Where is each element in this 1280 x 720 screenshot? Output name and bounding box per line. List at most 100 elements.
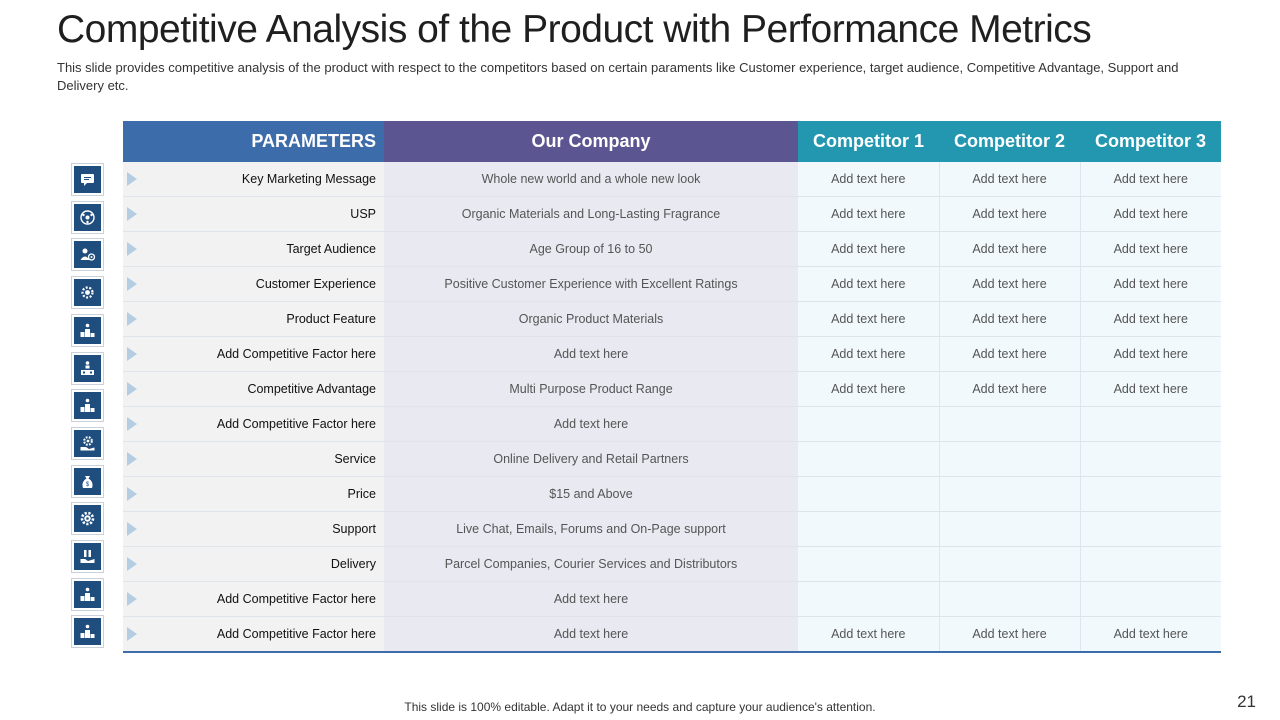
competitor-3-cell xyxy=(1080,441,1221,477)
parameter-cell-text: USP xyxy=(350,207,376,221)
competitor-1-cell xyxy=(798,511,940,547)
competitor-2-cell-text: Add text here xyxy=(972,207,1047,221)
row-arrow-icon xyxy=(127,557,137,571)
parameter-cell-text: Add Competitive Factor here xyxy=(216,347,376,361)
competitor-2-cell: Add text here xyxy=(939,231,1081,267)
competitor-1-cell xyxy=(798,546,940,582)
competitor-2-cell-text: Add text here xyxy=(972,242,1047,256)
parameter-cell-text: Add Competitive Factor here xyxy=(216,417,376,431)
our-company-cell-text: Add text here xyxy=(553,417,629,431)
our-company-cell-text: Organic Product Materials xyxy=(518,312,664,326)
competitor-3-cell-text: Add text here xyxy=(1113,312,1188,326)
competitor-2-cell xyxy=(939,476,1081,512)
competitor-2-cell xyxy=(939,511,1081,547)
chat-message-icon xyxy=(74,166,101,193)
our-company-cell-text: Add text here xyxy=(553,347,629,361)
competitor-1-cell: Add text here xyxy=(798,336,940,372)
competitor-2-cell: Add text here xyxy=(939,196,1081,232)
competitor-1-cell: Add text here xyxy=(798,301,940,337)
podium-icon xyxy=(74,316,101,344)
competitor-1-cell-text: Add text here xyxy=(831,207,906,221)
our-company-cell-text: Organic Materials and Long-Lasting Fragr… xyxy=(461,207,721,221)
competitor-3-cell: Add text here xyxy=(1080,371,1221,407)
table-header-row: PARAMETERS Our Company Competitor 1 Comp… xyxy=(123,121,1221,162)
table-row: Add Competitive Factor here Add text here… xyxy=(123,616,1221,653)
parameter-cell: Delivery xyxy=(123,546,384,582)
our-company-cell: Organic Materials and Long-Lasting Fragr… xyxy=(384,196,798,232)
competitor-1-cell: Add text here xyxy=(798,162,940,197)
competitor-2-cell: Add text here xyxy=(939,371,1081,407)
row-arrow-icon xyxy=(127,452,137,466)
our-company-cell: Online Delivery and Retail Partners xyxy=(384,441,798,477)
row-arrow-icon xyxy=(127,172,137,186)
table-row: Target Audience Age Group of 16 to 50 Add … xyxy=(123,231,1221,267)
icon-tile xyxy=(71,426,104,460)
support-hand-icon xyxy=(74,543,101,570)
footer-note: This slide is 100% editable. Adapt it to… xyxy=(404,700,876,714)
our-company-cell: Add text here xyxy=(384,336,798,372)
our-company-cell: Add text here xyxy=(384,406,798,442)
competitor-1-cell-text: Add text here xyxy=(831,277,906,291)
competitor-2-cell-text: Add text here xyxy=(972,627,1047,641)
competitor-3-cell-text: Add text here xyxy=(1113,627,1188,641)
our-company-cell-text: $15 and Above xyxy=(549,487,633,501)
table-row: Add Competitive Factor here Add text here… xyxy=(123,336,1221,372)
competitor-2-cell: Add text here xyxy=(939,162,1081,197)
competitor-1-cell-text: Add text here xyxy=(831,312,906,326)
header-competitor-1: Competitor 1 xyxy=(798,121,939,162)
competitor-3-cell-text: Add text here xyxy=(1113,382,1188,396)
podium-icon xyxy=(74,618,101,646)
header-competitor-2: Competitor 2 xyxy=(939,121,1080,162)
icon-tile xyxy=(71,238,104,272)
table-row: Product Feature Organic Product Materials… xyxy=(123,301,1221,337)
parameter-cell: USP xyxy=(123,196,384,232)
our-company-cell-text: Whole new world and a whole new look xyxy=(481,172,701,186)
competitor-2-cell-text: Add text here xyxy=(972,347,1047,361)
table-row: Price $15 and Above xyxy=(123,476,1221,512)
our-company-cell-text: Multi Purpose Product Range xyxy=(509,382,673,396)
row-arrow-icon xyxy=(127,347,137,361)
parameter-cell-text: Add Competitive Factor here xyxy=(216,592,376,606)
parameter-cell: Customer Experience xyxy=(123,266,384,302)
parameter-cell: Product Feature xyxy=(123,301,384,337)
icon-tile xyxy=(71,163,104,196)
competitor-3-cell: Add text here xyxy=(1080,231,1221,267)
our-company-cell: Positive Customer Experience with Excell… xyxy=(384,266,798,302)
row-arrow-icon xyxy=(127,207,137,221)
parameter-cell: Add Competitive Factor here xyxy=(123,336,384,372)
our-company-cell-text: Parcel Companies, Courier Services and D… xyxy=(444,557,738,571)
parameter-cell: Add Competitive Factor here xyxy=(123,581,384,617)
competitor-1-cell xyxy=(798,406,940,442)
competitor-2-cell xyxy=(939,546,1081,582)
parameter-cell: Add Competitive Factor here xyxy=(123,406,384,442)
svg-text:$: $ xyxy=(86,482,90,488)
competitor-3-cell-text: Add text here xyxy=(1113,277,1188,291)
icon-tile xyxy=(71,276,104,310)
our-company-cell-text: Add text here xyxy=(553,592,629,606)
icon-tile xyxy=(71,577,104,611)
table-row: Support Live Chat, Emails, Forums and On-… xyxy=(123,511,1221,547)
icon-tile: $ xyxy=(71,464,104,498)
slide-title: Competitive Analysis of the Product with… xyxy=(57,8,1092,51)
comparison-table: PARAMETERS Our Company Competitor 1 Comp… xyxy=(123,121,1221,653)
competitor-2-cell-text: Add text here xyxy=(972,277,1047,291)
podium-icon xyxy=(74,580,101,608)
competitor-3-cell: Add text here xyxy=(1080,196,1221,232)
competitor-3-cell xyxy=(1080,511,1221,547)
table-row: Service Online Delivery and Retail Partne… xyxy=(123,441,1221,477)
icon-tile xyxy=(71,313,104,347)
parameter-cell-text: Add Competitive Factor here xyxy=(216,627,376,641)
icon-tile xyxy=(71,200,104,234)
our-company-cell: Live Chat, Emails, Forums and On-Page su… xyxy=(384,511,798,547)
page-number: 21 xyxy=(1237,692,1256,711)
competitor-1-cell: Add text here xyxy=(798,616,940,653)
our-company-cell: Age Group of 16 to 50 xyxy=(384,231,798,267)
podium-icon xyxy=(74,392,101,420)
competitor-1-cell: Add text here xyxy=(798,266,940,302)
gear-icon xyxy=(74,505,101,533)
our-company-cell-text: Live Chat, Emails, Forums and On-Page su… xyxy=(456,522,726,536)
icon-tile xyxy=(71,502,104,536)
competitor-1-cell xyxy=(798,581,940,617)
competitor-2-cell-text: Add text here xyxy=(972,312,1047,326)
row-arrow-icon xyxy=(127,627,137,641)
